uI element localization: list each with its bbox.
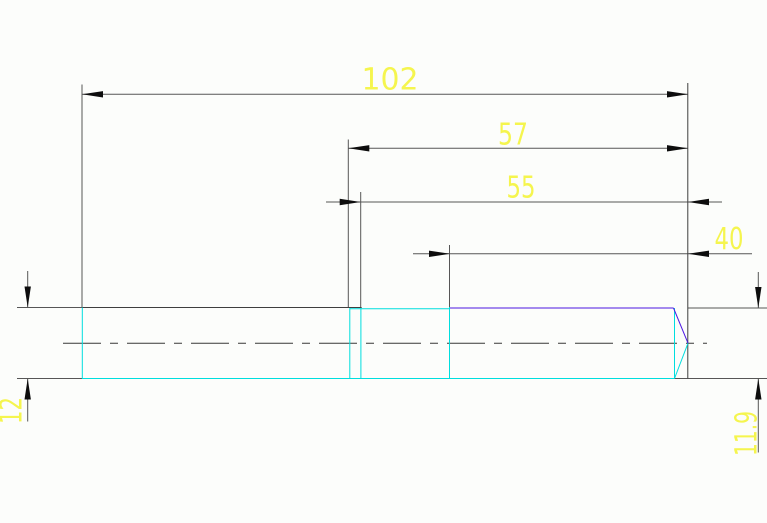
arrowhead-55-right (688, 198, 709, 206)
arrowhead-57-right (667, 145, 688, 152)
dim-label-55: 55 (507, 171, 536, 206)
dimension-labels-group: 102 57 55 40 12 11.9 (0, 63, 765, 457)
arrowhead-57-left (348, 145, 370, 152)
part-outline-cyan-group (81, 307, 689, 379)
dark-outline-group (63, 83, 707, 379)
arrowhead-55-left (339, 198, 361, 206)
arrowhead-102-left (82, 91, 103, 98)
arrowhead-40-left (429, 250, 450, 257)
arrowhead-12-bottom (24, 378, 31, 400)
dim-label-57: 57 (498, 118, 528, 153)
arrowhead-102-right (667, 91, 688, 98)
arrowheads-group (24, 91, 762, 400)
part-tip-lower-chamfer (674, 343, 689, 379)
arrowhead-119-bottom (755, 378, 762, 400)
dim-label-11-9: 11.9 (730, 411, 765, 456)
arrowhead-12-top (24, 286, 31, 308)
part-outline-blue-group (450, 307, 689, 344)
dim-label-40: 40 (715, 222, 744, 257)
dim-label-102: 102 (362, 63, 419, 98)
dim-label-12: 12 (0, 397, 30, 424)
arrowhead-40-right (688, 250, 709, 257)
arrowhead-119-top (755, 287, 762, 308)
part-tip-upper-chamfer (673, 307, 689, 344)
